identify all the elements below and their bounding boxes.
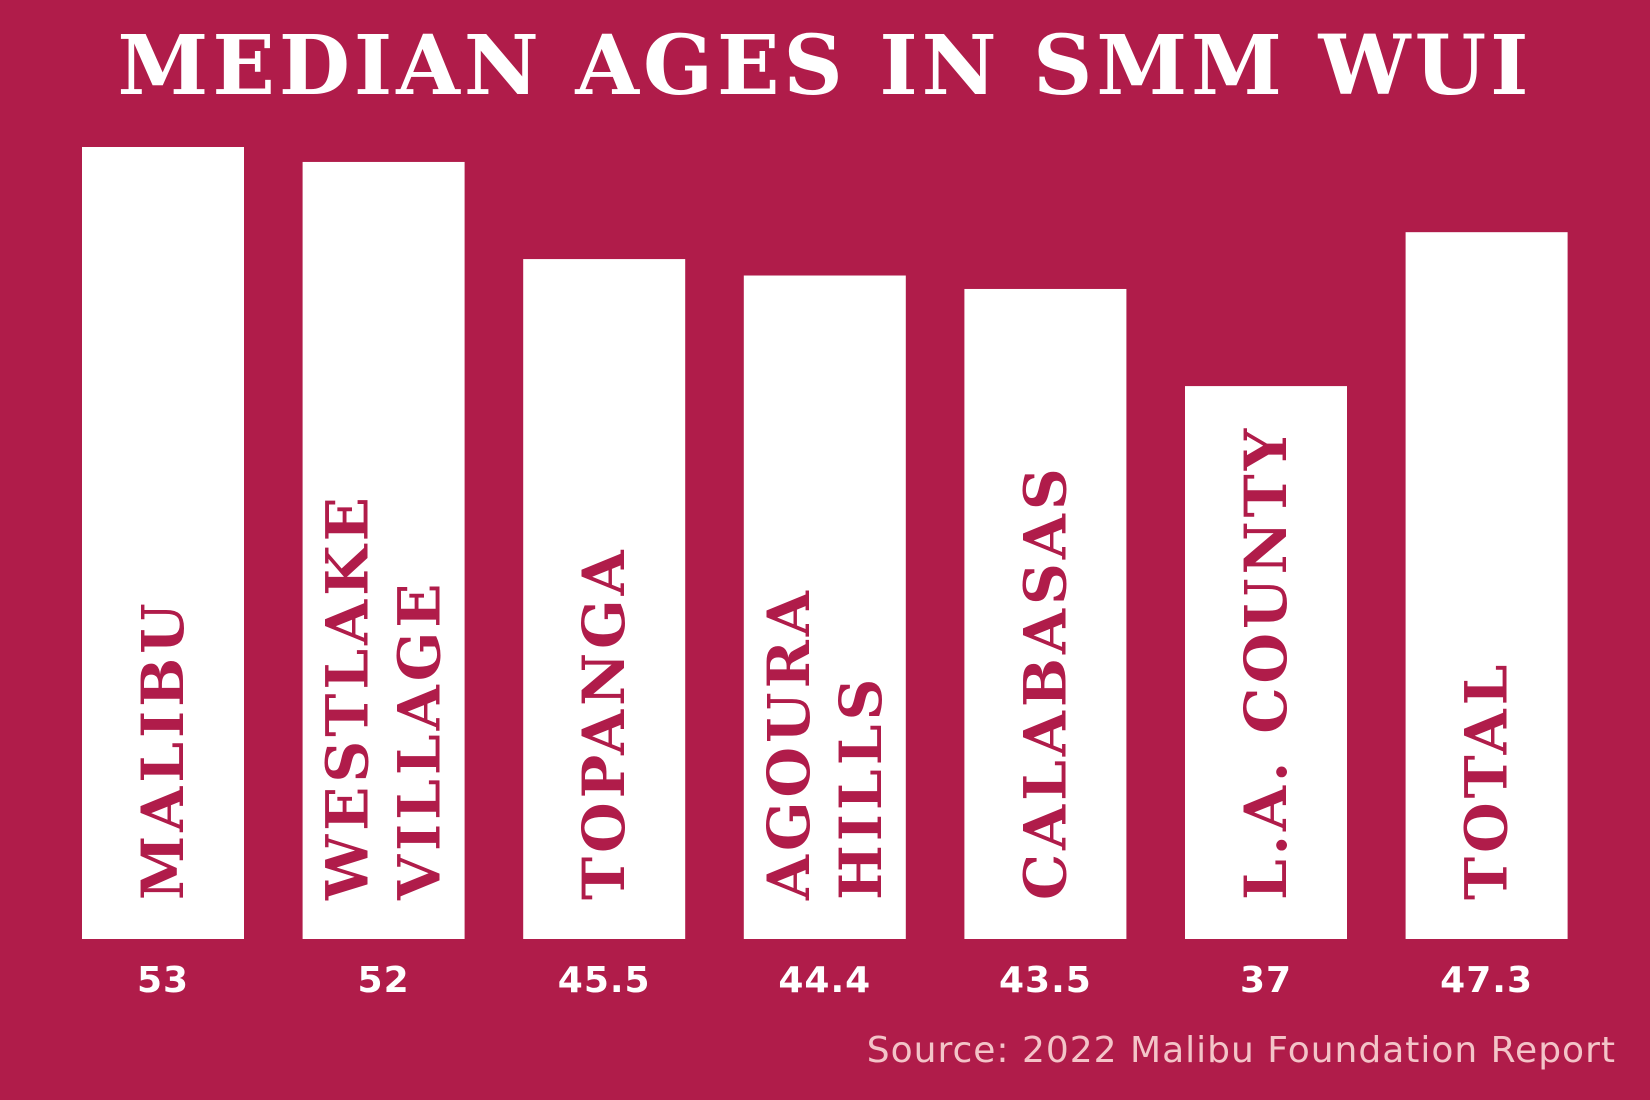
bar-group: TOPANGA 45.5: [523, 259, 686, 1001]
value-label: 47.3: [1440, 960, 1533, 1001]
bar: [743, 275, 906, 940]
category-label: TOTAL: [1453, 661, 1521, 900]
category-label: WESTLAKE: [314, 493, 382, 901]
bar-group: WESTLAKE VILLAGE 52: [302, 161, 465, 1001]
source-note: Source: 2022 Malibu Foundation Report: [866, 1030, 1616, 1071]
category-label: VILLAGE: [386, 580, 454, 901]
value-label: 52: [358, 960, 410, 1001]
value-label: 43.5: [999, 960, 1092, 1001]
bar: [964, 288, 1127, 939]
category-label: MALIBU: [129, 599, 197, 900]
category-label: CALABASAS: [1011, 464, 1079, 900]
category-label: HILLS: [827, 675, 895, 900]
bar-group: TOTAL 47.3: [1405, 232, 1568, 1001]
bar-group: MALIBU 53: [82, 147, 244, 1001]
value-label: 37: [1240, 960, 1292, 1001]
category-label: TOPANGA: [570, 546, 638, 900]
chart-title: MEDIAN AGES IN SMM WUI: [117, 18, 1533, 114]
category-label: L.A. COUNTY: [1232, 425, 1300, 900]
bar: [1185, 386, 1347, 939]
bar: [82, 147, 244, 939]
bar-group: AGOURA HILLS 44.4: [743, 275, 906, 1001]
bar-group: L.A. COUNTY 37: [1185, 386, 1347, 1001]
value-label: 45.5: [558, 960, 651, 1001]
bar: [302, 161, 465, 940]
bar-group: CALABASAS 43.5: [964, 288, 1127, 1001]
value-label: 44.4: [778, 960, 871, 1001]
value-label: 53: [137, 960, 189, 1001]
category-label: AGOURA: [755, 587, 823, 901]
bar: [1405, 232, 1568, 939]
bar: [523, 259, 686, 940]
